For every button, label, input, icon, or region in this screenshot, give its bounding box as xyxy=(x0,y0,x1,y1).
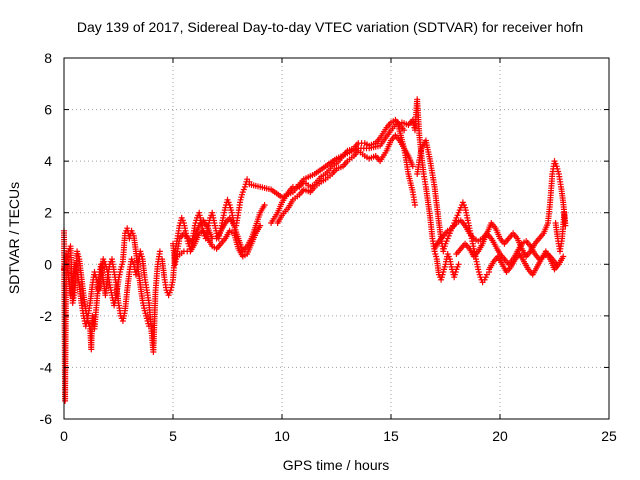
data-point xyxy=(560,253,567,260)
y-tick-label: 0 xyxy=(44,256,52,272)
plot-frame xyxy=(63,57,610,420)
data-point xyxy=(409,163,416,170)
chart-title: Day 139 of 2017, Sidereal Day-to-day VTE… xyxy=(77,19,583,35)
y-axis-label: SDTVAR / TECUs xyxy=(6,182,22,294)
data-point xyxy=(257,222,264,229)
y-tick-label: 4 xyxy=(44,153,52,169)
data-points-layer xyxy=(61,96,569,404)
data-point xyxy=(455,261,462,268)
data-point xyxy=(412,202,418,208)
data-point xyxy=(146,323,152,330)
x-tick-label: 5 xyxy=(169,428,177,444)
y-tick-label: -4 xyxy=(40,359,53,375)
x-tick-label: 20 xyxy=(492,428,508,444)
y-tick-label: -6 xyxy=(40,411,53,427)
data-point xyxy=(261,202,268,208)
data-point xyxy=(552,220,559,226)
x-tick-label: 15 xyxy=(383,428,399,444)
x-axis-label: GPS time / hours xyxy=(283,457,390,473)
y-tick-label: 8 xyxy=(44,50,52,66)
ticks-layer: 0 5 10 15 20 25 -6 -4 -2 0 2 4 6 8 xyxy=(40,50,617,444)
y-tick-label: 2 xyxy=(44,205,52,221)
data-point xyxy=(401,127,408,134)
data-point xyxy=(156,248,163,255)
x-tick-label: 25 xyxy=(601,428,617,444)
y-tick-label: 6 xyxy=(44,102,52,118)
y-tick-label: -2 xyxy=(40,308,53,324)
x-tick-label: 10 xyxy=(274,428,290,444)
x-tick-label: 0 xyxy=(60,428,68,444)
